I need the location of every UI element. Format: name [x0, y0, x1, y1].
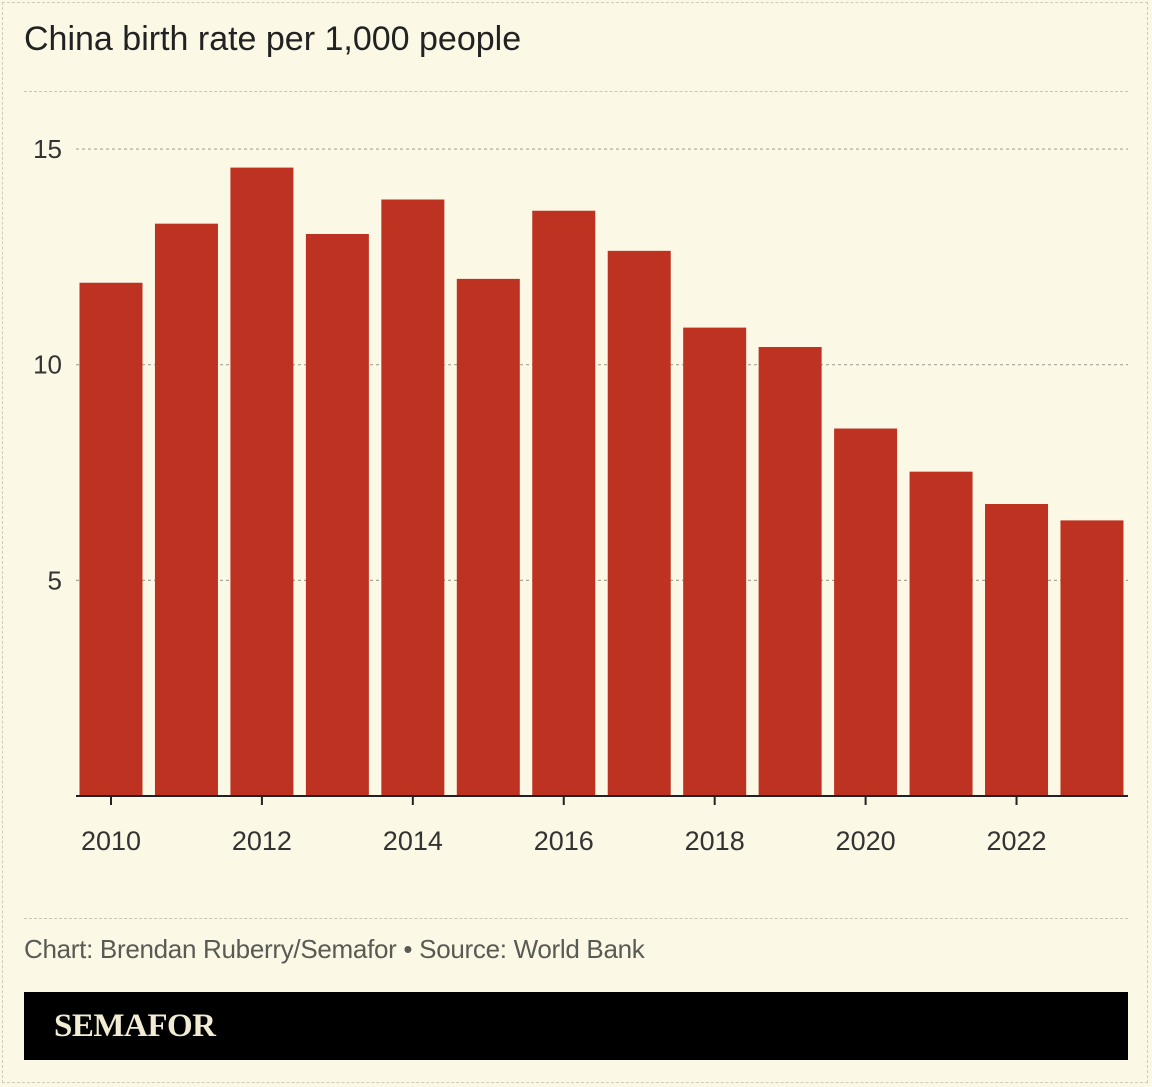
semafor-logo: SEMAFOR: [54, 1008, 216, 1044]
x-tick-label: 2022: [986, 826, 1046, 856]
bar-chart: 5 10 15 2010 2012 2014 2016 2018 2020 2022: [33, 134, 1128, 856]
y-tick-label: 15: [33, 134, 62, 164]
bar-2023: [1060, 520, 1124, 796]
bar-2015: [456, 278, 520, 796]
brand-bar: SEMAFOR: [24, 992, 1128, 1060]
bar-2012: [230, 167, 294, 797]
x-tick-label: 2010: [81, 826, 141, 856]
top-divider: [24, 91, 1128, 92]
bar-2013: [305, 234, 369, 796]
x-tick-label: 2020: [836, 826, 896, 856]
bar-2020: [834, 428, 898, 796]
x-tick-label: 2014: [383, 826, 443, 856]
bar-2016: [532, 210, 596, 797]
bar-2014: [381, 199, 445, 797]
bar-2022: [985, 504, 1049, 796]
bar-2010: [79, 282, 143, 796]
bar-2021: [909, 471, 973, 796]
y-tick-label: 5: [48, 565, 62, 595]
x-tick-label: 2018: [685, 826, 745, 856]
bar-2019: [758, 347, 822, 796]
bar-2018: [683, 327, 747, 796]
source-credit: Chart: Brendan Ruberry/Semafor • Source:…: [24, 934, 645, 964]
bar-2017: [607, 250, 671, 797]
x-tick-label: 2012: [232, 826, 292, 856]
bar-2011: [154, 223, 218, 796]
x-tick-label: 2016: [534, 826, 594, 856]
bottom-divider: [24, 918, 1128, 919]
y-tick-label: 10: [33, 350, 62, 380]
chart-title: China birth rate per 1,000 people: [24, 20, 522, 58]
